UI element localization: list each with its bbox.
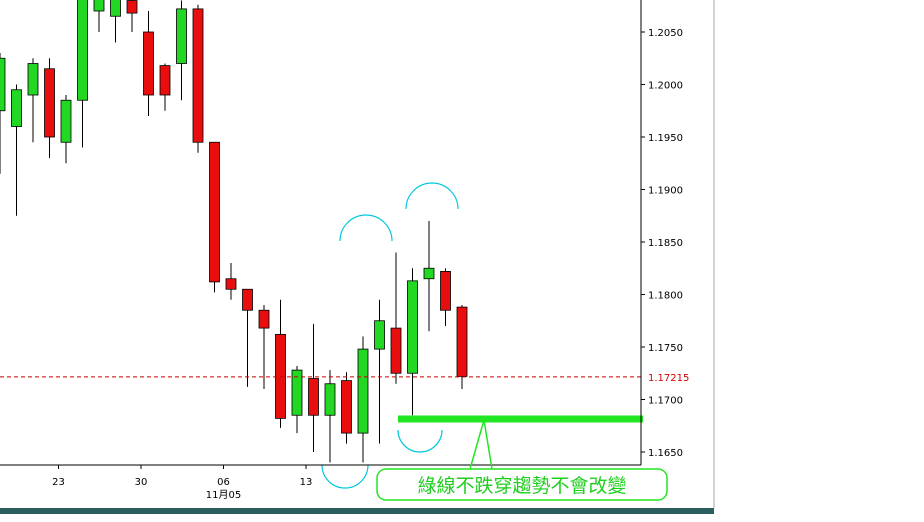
candle-down [242,288,253,311]
annotation-text: 綠線不跌穿趨勢不會改變 [417,475,626,497]
candle-down [440,270,451,311]
candle-up [176,8,187,64]
candle-up [60,99,72,143]
candle-up [291,369,303,416]
candle-up [11,89,22,127]
candle-down [308,378,319,416]
candle-up [407,280,418,374]
y-axis-ticks: 1.2050 1.2000 1.1950 1.1900 1.1850 1.1800 1.17… [641,28,683,459]
candle-down [143,31,154,96]
candle-down [192,8,204,143]
candle-up [0,57,6,112]
candle-down [258,309,270,329]
bottom-bar [0,508,714,514]
candle-down [275,333,286,419]
x-tick-label: 30 [135,477,148,488]
candle-up [93,0,105,12]
y-tick-label: 1.1950 [648,133,683,144]
highlight-arc [339,214,393,242]
y-tick-label: 1.1750 [648,343,683,354]
candle-up [357,348,369,434]
y-tick-label: 1.1900 [648,186,683,197]
y-tick-label: 1.1650 [648,448,683,459]
x-axis-date-label: 11月05 [206,489,241,501]
candle-up [423,267,435,280]
annotation-box [376,468,668,501]
y-tick-label: 1.2050 [648,28,683,39]
y-tick-label: 1.1850 [648,238,683,249]
x-tick-label: 06 [217,477,230,488]
candle-down [456,306,468,377]
x-tick-label: 13 [300,477,313,488]
candle-down [159,65,171,96]
y-tick-label: 1.2000 [648,81,683,92]
highlight-arc [321,464,369,489]
highlight-arc [405,182,459,210]
y-tick-label: 1.1800 [648,291,683,302]
annotation-connector [469,419,485,470]
y-tick-label: 1.1700 [648,396,683,407]
candle-up [110,0,121,17]
candle-down [341,380,352,434]
candle-down [126,0,138,14]
candle-down [390,327,402,374]
candle-down [209,141,220,283]
candle-up [324,383,336,416]
candle-down [225,278,237,290]
candle-down [44,68,55,138]
candles-group [0,0,468,463]
x-tick-label: 23 [52,477,65,488]
current-price-label: 1.17215 [648,373,689,384]
candle-up [77,0,88,101]
x-axis-ticks: 23 30 06 13 [52,465,312,488]
highlight-arc [397,429,443,453]
highlight-arcs [321,182,459,489]
current-price-label-bg [643,369,699,383]
annotation-connector [483,419,493,470]
candle-up [27,63,39,96]
candle-up [374,320,385,350]
